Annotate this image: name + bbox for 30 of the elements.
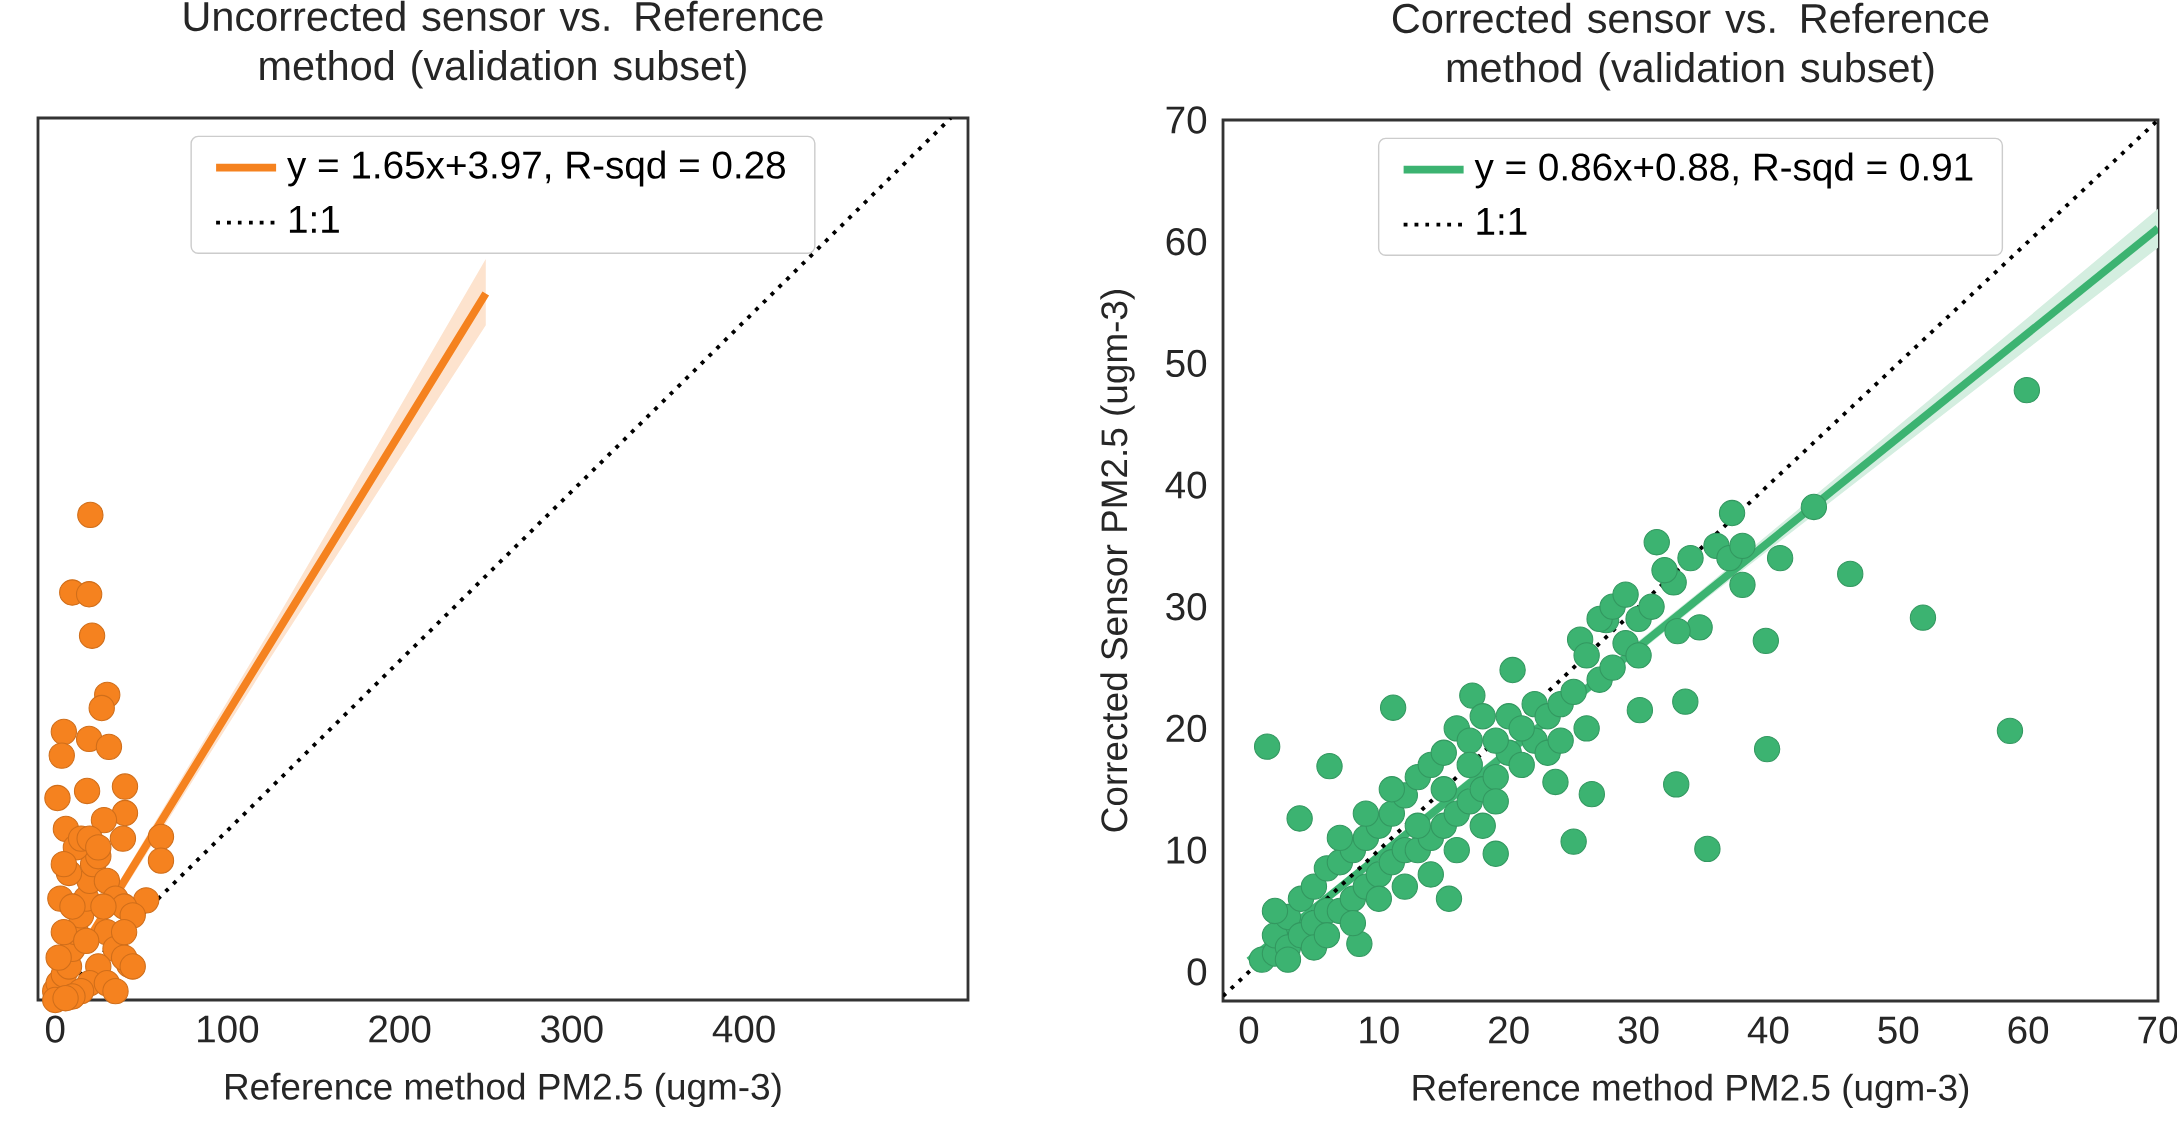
y-tick-label: 30 [1166,593,1207,621]
x-tick-label: 400 [712,1015,775,1043]
x-tick-label: 0 [45,1015,65,1043]
chart-title: Corrected sensor vs. Reference method (validation subset) [1392,2,1989,91]
y-tick-label: 60 [1166,228,1207,256]
x-tick-label: 10 [1360,1016,1399,1044]
x-tick-label: 0 [1239,1016,1259,1044]
legend-label: 1:1 [1477,208,1527,235]
x-tick-label: 100 [198,1015,259,1043]
x-tick-label: 40 [1747,1016,1789,1044]
x-tick-label: 50 [1878,1016,1919,1044]
y-tick-label: 20 [1166,714,1207,743]
y-tick-label: 10 [1167,836,1207,864]
legend-label: 1:1 [289,206,339,233]
x-tick-label: 70 [2138,1016,2177,1044]
legend-label: y = 1.65x+3.97, R-sqd = 0.28 [287,150,785,187]
legend-label: y = 0.86x+0.88, R-sqd = 0.91 [1474,152,1973,189]
y-tick-label: 70 [1166,106,1207,134]
y-tick-label: 0 [1187,958,1207,986]
x-tick-label: 300 [541,1015,603,1043]
x-tick-label: 200 [369,1015,431,1043]
y-tick-label: 40 [1165,471,1207,499]
chart-title: Uncorrected sensor vs. Reference method (validation subset) [184,0,823,89]
x-axis-title: Reference method PM2.5 (ugm-3) [1413,1073,1969,1109]
x-axis-title: Reference method PM2.5 (ugm-3) [226,1072,781,1108]
y-axis-title: Corrected Sensor PM2.5 (ugm-3) [1100,290,1135,832]
x-tick-label: 60 [2008,1016,2049,1044]
y-tick-label: 50 [1166,349,1207,378]
x-tick-label: 30 [1618,1016,1659,1044]
x-tick-label: 20 [1489,1016,1529,1044]
